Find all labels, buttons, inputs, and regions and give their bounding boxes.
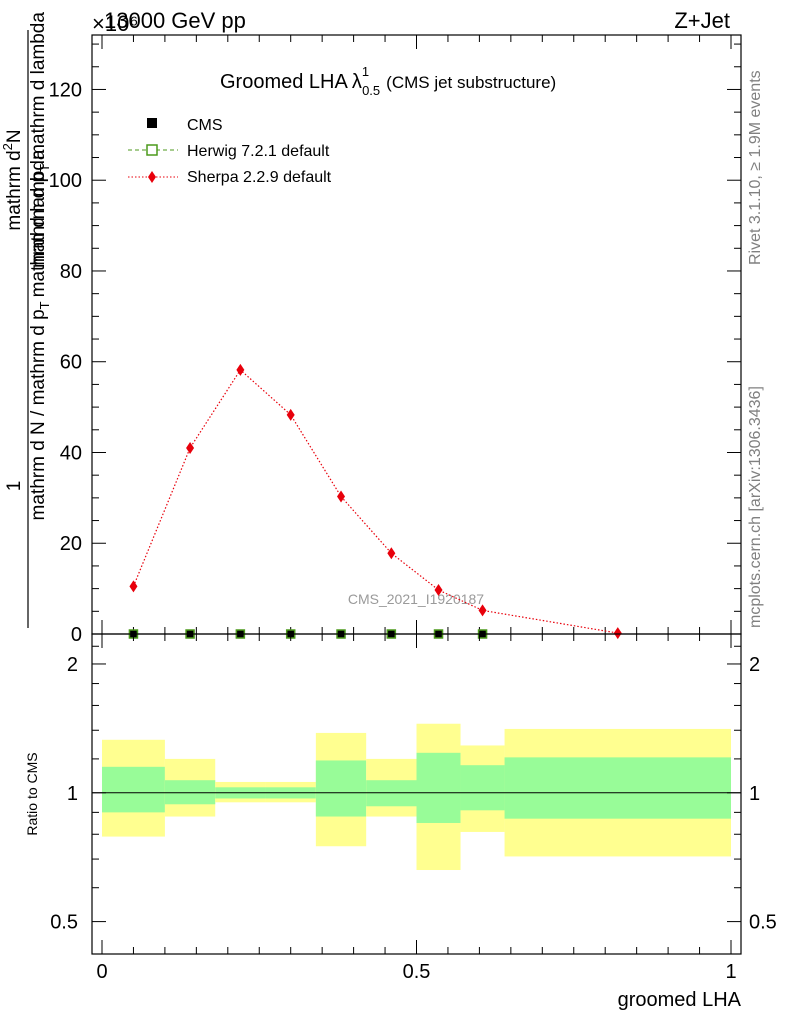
x-axis-label: groomed LHA bbox=[618, 989, 742, 1011]
ylabel-denom: mathrm d pTmathrm d lambda bbox=[28, 12, 52, 268]
legend: CMS Herwig 7.2.1 default Sherpa 2.2.9 de… bbox=[128, 117, 332, 186]
sherpa-point bbox=[613, 627, 622, 640]
ratio-y-label: Ratio to CMS bbox=[24, 752, 40, 835]
multiplier-label: ×10⁶ bbox=[92, 11, 138, 36]
chart-title: Groomed LHA λ1 0.5 (CMS jet substructure) bbox=[220, 64, 556, 98]
ylabel-lhs-tail: mathrm d lambda bbox=[28, 149, 49, 297]
main-y-tick-label: 40 bbox=[60, 442, 82, 464]
main-y-tick-label: 0 bbox=[71, 624, 82, 646]
sherpa-point bbox=[236, 363, 245, 376]
main-y-tick-label: 80 bbox=[60, 261, 82, 283]
legend-label-herwig: Herwig 7.2.1 default bbox=[187, 143, 330, 160]
sherpa-point bbox=[387, 547, 396, 560]
ratio-y-tick-label: 1 bbox=[67, 783, 78, 805]
legend-marker-herwig bbox=[146, 144, 158, 156]
process-label: Z+Jet bbox=[674, 8, 730, 33]
main-y-tick-label: 20 bbox=[60, 533, 82, 555]
title-lambda: λ bbox=[352, 71, 362, 93]
ratio-band-green bbox=[102, 766, 165, 813]
ratio-y-ticks: 0.5 0.5 1 1 2 2 bbox=[50, 645, 777, 934]
main-y-label: 1 mathrm d N / mathrm d pTmathrm d lambd… bbox=[0, 12, 52, 628]
ratio-band-green bbox=[416, 752, 461, 823]
energy-label: 13000 GeV pp bbox=[104, 8, 246, 33]
ratio-band-green bbox=[315, 760, 367, 817]
sherpa-point bbox=[337, 490, 346, 503]
ratio-panel: 0.5 0.51 12 2 0 0.5 1 Ratio to CMS groomed LH… bbox=[24, 633, 777, 1011]
main-y-tick-label: 120 bbox=[49, 79, 82, 101]
ylabel-numer-sup: 2 bbox=[0, 143, 15, 150]
ylabel-denom-sub: T bbox=[37, 164, 52, 172]
title-main: Groomed LHA bbox=[220, 71, 348, 93]
main-y-ticks: 0 20 40 60 80 100 120 bbox=[49, 43, 741, 646]
ratio-x-tick-label: 1 bbox=[725, 961, 736, 983]
rivet-label: Rivet 3.1.10, ≥ 1.9M events bbox=[747, 70, 764, 265]
legend-label-cms: CMS bbox=[187, 117, 223, 134]
legend-marker-cms bbox=[147, 118, 157, 128]
ylabel-denom-main: mathrm d p bbox=[28, 172, 49, 268]
main-y-tick-label: 60 bbox=[60, 352, 82, 374]
ylabel-top: 1 bbox=[4, 481, 25, 492]
ratio-band-green bbox=[504, 757, 731, 819]
ylabel-lhs-sub: T bbox=[37, 301, 52, 309]
title-extra: (CMS jet substructure) bbox=[386, 73, 556, 92]
sherpa-point bbox=[186, 441, 195, 454]
ratio-y-tick-label-right: 2 bbox=[749, 654, 760, 676]
ratio-x-tick-label: 0 bbox=[96, 961, 107, 983]
sherpa-point bbox=[478, 604, 487, 617]
ylabel-numer-tail: N bbox=[4, 129, 25, 143]
analysis-label: CMS_2021_I1920187 bbox=[348, 591, 484, 607]
ratio-y-tick-label-right: 1 bbox=[749, 783, 760, 805]
mcplots-label: mcplots.cern.ch [arXiv:1306.3436] bbox=[747, 386, 764, 628]
ratio-y-tick-label: 0.5 bbox=[50, 912, 78, 934]
main-y-tick-label: 100 bbox=[49, 170, 82, 192]
sherpa-point bbox=[434, 583, 443, 596]
ratio-x-tick-label: 0.5 bbox=[403, 961, 431, 983]
ylabel-numer: mathrm d2N bbox=[0, 129, 25, 230]
legend-marker-sherpa bbox=[148, 171, 156, 183]
main-x-ticks bbox=[101, 35, 732, 634]
ylabel-denom-tail: mathrm d lambda bbox=[28, 12, 49, 160]
ratio-y-tick-label: 2 bbox=[67, 654, 78, 676]
ylabel-lhs-main: mathrm d N / mathrm d p bbox=[28, 309, 49, 520]
ylabel-numer-text: mathrm d bbox=[4, 150, 25, 230]
ratio-band-green bbox=[460, 765, 505, 811]
ratio-band-green bbox=[164, 780, 216, 805]
ylabel-lhs: mathrm d N / mathrm d pTmathrm d lambda bbox=[28, 149, 52, 520]
sherpa-point bbox=[286, 408, 295, 421]
title-sub: 0.5 bbox=[362, 83, 380, 98]
ratio-x-ticks: 0 0.5 1 bbox=[96, 634, 737, 983]
ratio-y-tick-label-right: 0.5 bbox=[749, 912, 777, 934]
ratio-bands bbox=[102, 723, 731, 871]
sherpa-point bbox=[129, 580, 138, 593]
legend-label-sherpa: Sherpa 2.2.9 default bbox=[187, 169, 332, 186]
title-sup: 1 bbox=[362, 64, 369, 79]
